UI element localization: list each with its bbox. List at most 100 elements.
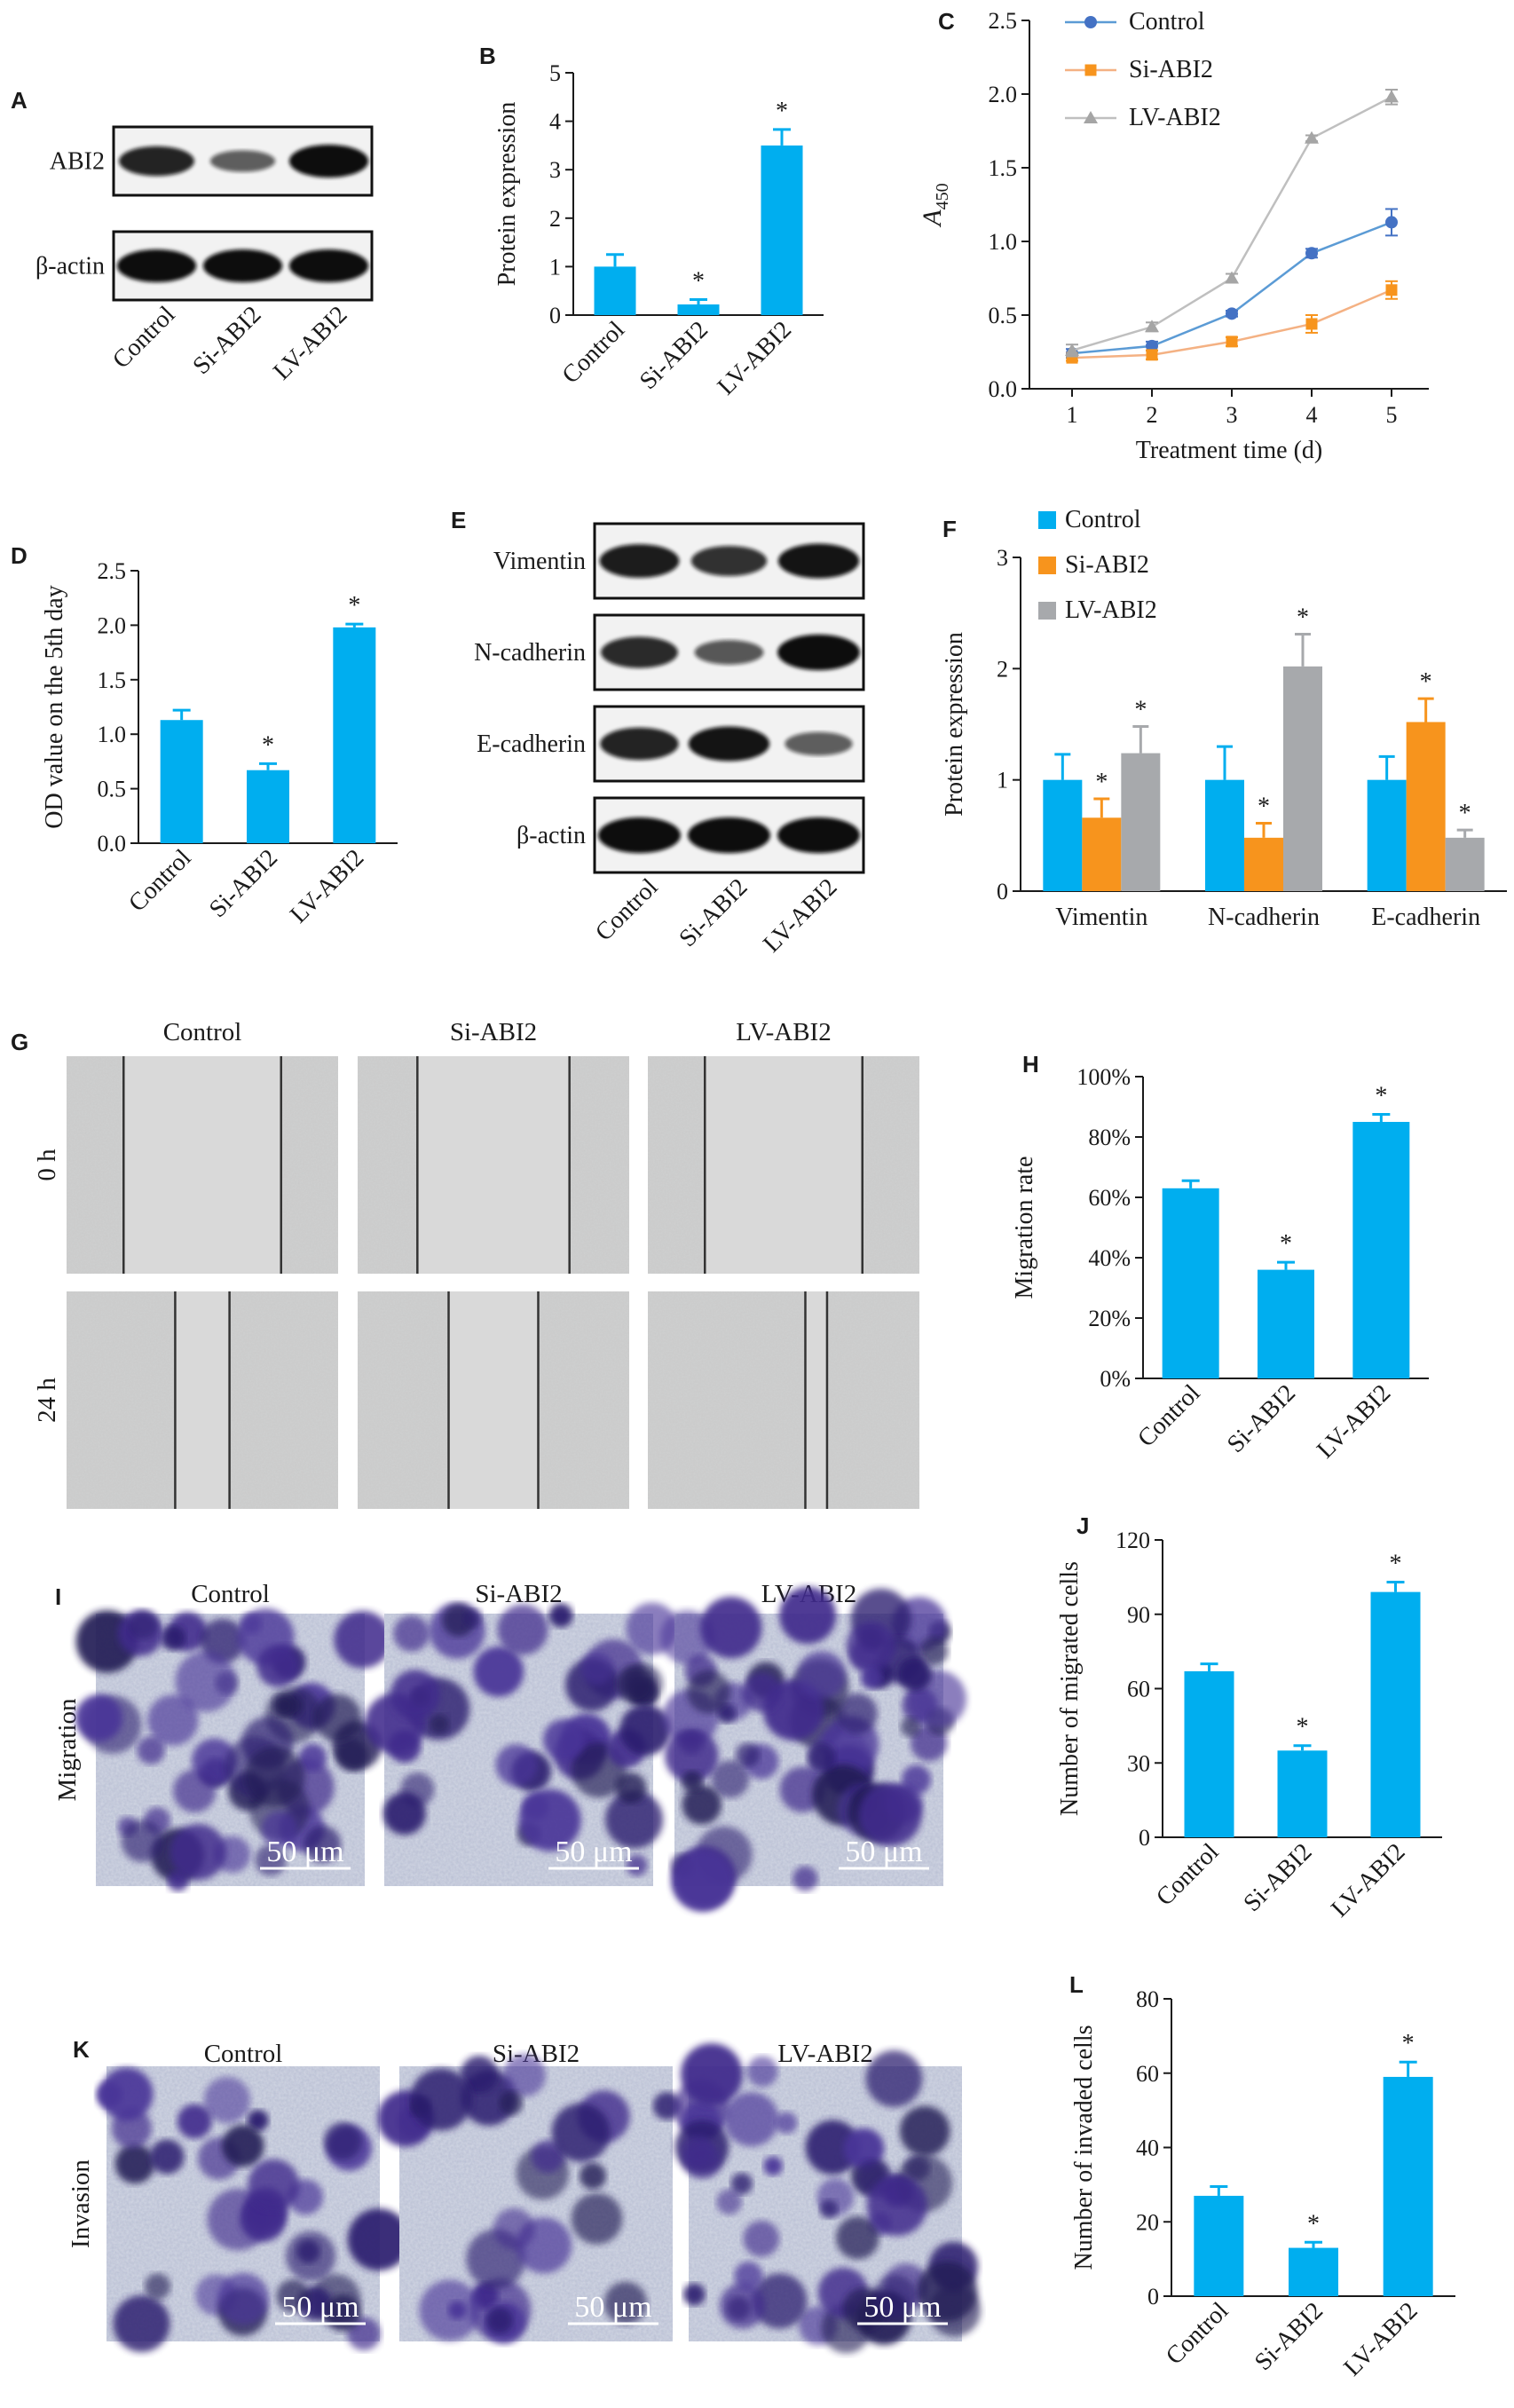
y-tick-label: 20% xyxy=(1088,1306,1131,1331)
stained-cell xyxy=(175,1651,236,1712)
blot-band xyxy=(600,727,679,761)
significance-star: * xyxy=(348,592,360,620)
bar-si-abi2 xyxy=(1277,1750,1328,1837)
stained-cell xyxy=(144,2273,171,2300)
stained-cell xyxy=(147,1694,199,1746)
x-axis-label: Treatment time (d) xyxy=(1136,437,1322,464)
stained-cell xyxy=(113,2295,170,2352)
x-tick-label: Si-ABI2 xyxy=(635,316,714,395)
y-tick-label: 4 xyxy=(549,109,561,135)
blot-row-label: ABI2 xyxy=(50,148,105,176)
chart-b: 0 1 2 3 4 5 Protein expression Control * Si-ABI2 *… xyxy=(493,60,824,400)
stained-cell xyxy=(324,2294,361,2332)
significance-star: * xyxy=(1134,697,1147,724)
stained-cell xyxy=(742,1672,782,1712)
significance-star: * xyxy=(1297,1714,1309,1741)
bar-control-e-cadherin xyxy=(1367,779,1407,891)
data-point-si-abi2 xyxy=(1146,349,1158,361)
y-tick-label: 1 xyxy=(997,768,1008,793)
y-tick-label: 0.5 xyxy=(989,303,1018,328)
stained-cell xyxy=(680,2043,743,2106)
stained-cell xyxy=(518,1788,581,1851)
stained-cell xyxy=(75,1694,122,1742)
stained-cell xyxy=(571,2192,623,2245)
y-tick-label: 60% xyxy=(1088,1185,1131,1211)
x-tick-label: Si-ABI2 xyxy=(1222,1379,1301,1458)
stained-cell xyxy=(819,2199,839,2219)
stained-cell xyxy=(900,1717,921,1737)
y-tick-label: 1.5 xyxy=(989,155,1018,181)
stained-cell xyxy=(917,2261,978,2322)
scratch-gap xyxy=(705,1056,863,1274)
blot-band xyxy=(599,544,680,578)
panel-label-k: K xyxy=(73,2036,90,2063)
data-point-control xyxy=(1385,216,1398,229)
stained-cell xyxy=(129,1610,159,1639)
stained-cell xyxy=(683,2141,722,2179)
stained-cell xyxy=(743,2220,780,2257)
blot-band xyxy=(777,634,860,671)
x-tick-label: LV-ABI2 xyxy=(1312,1379,1396,1464)
legend-label: Si-ABI2 xyxy=(1129,56,1213,83)
stained-cell xyxy=(393,1615,430,1652)
x-tick-label: 2 xyxy=(1147,402,1158,428)
stained-cell xyxy=(551,2103,611,2162)
stained-cell xyxy=(323,2122,362,2160)
stained-cell xyxy=(735,1742,761,1768)
column-label: Control xyxy=(204,2040,283,2068)
x-tick-label: LV-ABI2 xyxy=(1326,1838,1410,1922)
blot-row-label: β-actin xyxy=(35,253,105,280)
stained-cell xyxy=(495,1743,538,1787)
stained-cell xyxy=(248,2159,300,2211)
blot-band xyxy=(785,731,853,756)
stained-cell xyxy=(161,1625,186,1651)
stained-cell xyxy=(173,1769,217,1813)
stained-cell xyxy=(865,2050,923,2107)
y-tick-label: 0.5 xyxy=(98,777,127,802)
stained-cell xyxy=(711,1760,750,1798)
stained-cell xyxy=(334,1610,391,1669)
y-axis-label-main: A xyxy=(918,209,947,228)
stained-cell xyxy=(149,2139,185,2175)
data-point-lv-abi2 xyxy=(1145,320,1159,333)
stained-cell xyxy=(473,1646,524,1697)
y-tick-label: 120 xyxy=(1116,1528,1150,1553)
bar-si-abi2 xyxy=(1289,2247,1338,2296)
legend-marker xyxy=(1084,64,1097,76)
legend-label: LV-ABI2 xyxy=(1065,596,1157,624)
stained-cell xyxy=(616,1665,654,1704)
stained-cell xyxy=(700,1596,762,1659)
stained-cell xyxy=(244,1746,305,1807)
scale-bar-label: 50 μm xyxy=(845,1836,922,1868)
y-tick-label: 40% xyxy=(1088,1245,1131,1271)
blot-band xyxy=(688,726,770,762)
x-tick-label: N-cadherin xyxy=(1208,904,1320,931)
stained-cell xyxy=(462,1608,482,1629)
blot-row-label: Vimentin xyxy=(493,548,586,575)
bar-control-n-cadherin xyxy=(1205,779,1244,891)
bar-control xyxy=(594,266,636,315)
stained-cell xyxy=(276,2278,310,2313)
y-axis-label: Number of invaded cells xyxy=(1070,2025,1098,2270)
y-axis-label: Protein expression xyxy=(941,632,968,817)
stained-cell xyxy=(858,1782,922,1846)
wound-healing-images: Control Si-ABI2 LV-ABI2 0 h 24 h xyxy=(33,1018,919,1509)
panel-label-c: C xyxy=(938,8,955,35)
column-label: Si-ABI2 xyxy=(475,1580,562,1608)
stained-cell xyxy=(836,2215,879,2260)
bar-lv-abi2 xyxy=(1383,2076,1433,2296)
scratch-gap xyxy=(417,1056,570,1274)
stained-cell xyxy=(716,2189,743,2215)
stained-cell xyxy=(896,1656,932,1692)
y-tick-label: 80% xyxy=(1088,1125,1131,1150)
blot-band xyxy=(601,636,678,668)
stained-cell xyxy=(217,2272,270,2325)
y-axis-label: Migration rate xyxy=(1011,1157,1038,1299)
significance-star: * xyxy=(1258,793,1270,821)
significance-star: * xyxy=(1402,2030,1415,2057)
stained-cell xyxy=(797,1650,847,1700)
stained-cell xyxy=(687,1670,730,1714)
bar-si-abi2 xyxy=(1258,1269,1314,1378)
